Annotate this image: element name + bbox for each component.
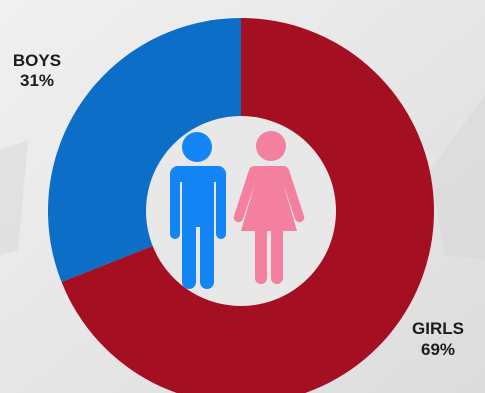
boys-label-name: BOYS (13, 51, 61, 70)
girls-label: GIRLS 69% (412, 319, 464, 359)
background-decoration (0, 95, 485, 260)
girls-label-value: 69% (421, 340, 455, 359)
boy-figure-icon (170, 132, 226, 289)
girl-figure-icon (233, 131, 305, 284)
boys-label-value: 31% (20, 71, 54, 90)
girls-label-name: GIRLS (412, 319, 464, 338)
boys-label: BOYS 31% (13, 51, 61, 90)
